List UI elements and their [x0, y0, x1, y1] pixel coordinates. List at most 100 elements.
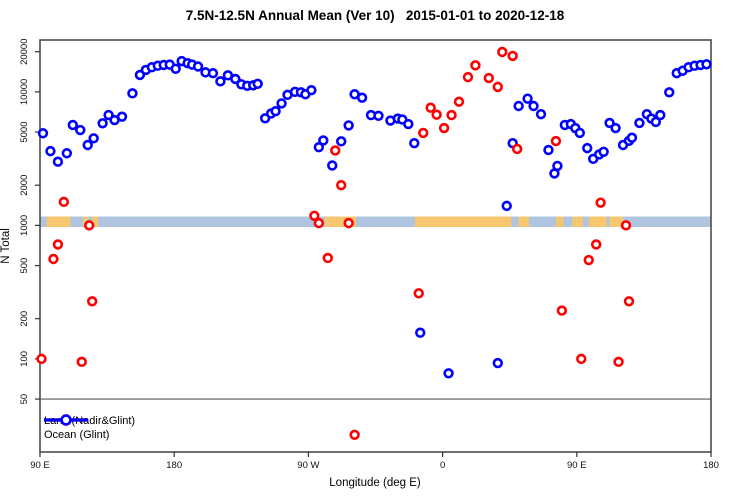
- data-point-ocean: [207, 68, 219, 79]
- plot-box: [39, 39, 712, 453]
- data-point-ocean: [270, 105, 281, 117]
- x-tick-label: 90 W: [297, 460, 319, 471]
- data-point-ocean: [655, 109, 666, 121]
- data-point-land: [330, 145, 341, 156]
- chart-title: 7.5N-12.5N Annual Mean (Ver 10) 2015-01-…: [185, 8, 565, 23]
- data-point-land: [84, 220, 95, 231]
- data-point-land: [613, 356, 624, 368]
- data-point-ocean: [598, 146, 609, 157]
- land-band-segment: [324, 216, 357, 227]
- data-point-ocean: [543, 144, 554, 156]
- x-tick-label: 90 E: [567, 460, 587, 471]
- x-tick-label: 180: [166, 460, 182, 471]
- y-tick-label: 1000: [19, 215, 30, 236]
- data-point-land: [313, 217, 325, 229]
- data-point-land: [583, 254, 594, 266]
- data-point-land: [590, 239, 602, 250]
- data-point-ocean: [650, 116, 662, 128]
- data-point-ocean: [336, 136, 347, 147]
- data-point-ocean: [97, 118, 108, 129]
- data-point-ocean: [501, 200, 512, 212]
- data-point-ocean: [626, 132, 638, 143]
- data-point-land: [462, 71, 474, 83]
- data-point-ocean: [373, 110, 384, 121]
- data-point-land: [556, 305, 568, 316]
- data-point-ocean: [415, 327, 426, 338]
- data-point-ocean: [75, 124, 86, 136]
- data-point-ocean: [574, 127, 585, 139]
- land-band-segment: [555, 216, 564, 227]
- data-point-land: [431, 109, 442, 120]
- x-axis-title: Longitude (deg E): [329, 477, 421, 489]
- data-point-land: [349, 429, 360, 440]
- data-point-ocean: [306, 84, 317, 96]
- data-point-land: [48, 253, 59, 265]
- data-point-ocean: [327, 160, 338, 171]
- ocean-band: [40, 216, 711, 227]
- data-point-ocean: [116, 111, 128, 122]
- y-tick-label: 100: [19, 351, 30, 367]
- data-point-land: [322, 252, 333, 264]
- data-point-ocean: [343, 120, 354, 131]
- data-point-ocean: [170, 63, 181, 74]
- data-point-ocean: [67, 119, 79, 131]
- land-band-segment: [92, 216, 99, 227]
- x-tick-label: 0: [440, 460, 445, 471]
- data-point-ocean: [610, 122, 621, 134]
- data-point-ocean: [634, 117, 645, 129]
- data-point-ocean: [313, 142, 325, 153]
- data-point-ocean: [528, 100, 539, 112]
- land-band-segment: [588, 216, 607, 227]
- data-point-ocean: [192, 61, 204, 72]
- data-point-land: [58, 196, 70, 208]
- data-point-land: [507, 50, 518, 62]
- data-point-land: [576, 353, 587, 365]
- data-point-ocean: [522, 93, 533, 104]
- data-point-ocean: [664, 87, 675, 98]
- land-band-segment: [415, 216, 512, 227]
- data-point-ocean: [582, 142, 593, 154]
- ocean-series-symbol: [44, 414, 88, 426]
- data-point-ocean: [513, 100, 524, 112]
- data-point-land: [492, 81, 503, 93]
- data-point-ocean: [701, 59, 712, 70]
- data-point-ocean: [492, 357, 503, 369]
- data-point-land: [76, 356, 87, 368]
- data-point-land: [595, 197, 606, 208]
- y-axis-title: N Total: [0, 228, 12, 264]
- data-point-ocean: [215, 76, 226, 87]
- data-point-ocean: [37, 128, 49, 139]
- data-point-land: [620, 220, 632, 231]
- land-band-segment: [518, 216, 530, 227]
- data-point-land: [446, 109, 457, 121]
- x-tick-label: 180: [703, 460, 719, 471]
- data-point-ocean: [127, 88, 138, 99]
- data-point-land: [413, 288, 424, 299]
- y-tick-label: 20000: [19, 38, 30, 64]
- data-point-ocean: [52, 156, 64, 167]
- data-point-land: [453, 96, 465, 107]
- data-point-land: [623, 296, 635, 307]
- data-point-land: [309, 210, 320, 221]
- data-point-ocean: [535, 108, 547, 120]
- data-point-ocean: [230, 73, 241, 85]
- y-tick-label: 5000: [19, 122, 30, 143]
- land-band-segment: [572, 216, 583, 227]
- data-point-ocean: [276, 98, 287, 109]
- y-tick-label: 50: [19, 394, 30, 405]
- land-band-segment: [46, 216, 71, 227]
- data-point-ocean: [356, 92, 368, 103]
- data-point-ocean: [409, 137, 420, 149]
- data-point-ocean: [61, 148, 73, 159]
- data-point-land: [550, 135, 562, 147]
- data-point-ocean: [443, 368, 454, 379]
- y-tick-label: 500: [19, 258, 30, 274]
- data-point-land: [52, 239, 64, 250]
- legend: Land (Nadir&Glint) Ocean (Glint): [44, 414, 135, 442]
- land-band-segment: [609, 216, 624, 227]
- data-point-ocean: [252, 78, 263, 89]
- data-point-land: [343, 217, 354, 229]
- legend-item-ocean: Ocean (Glint): [44, 414, 135, 442]
